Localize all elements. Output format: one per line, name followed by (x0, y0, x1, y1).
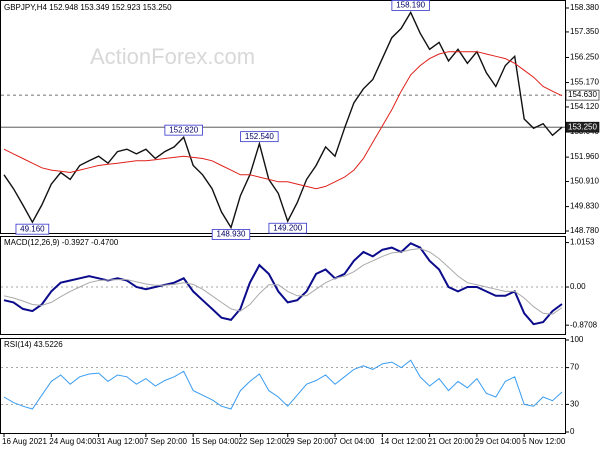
annotation-box (15, 223, 50, 235)
annotation-box (164, 124, 203, 136)
series-line (3, 10, 563, 230)
x-tick-label: 5 Nov 12:00 (522, 437, 566, 446)
x-tick-label: 16 Aug 2021 (2, 437, 47, 446)
y-tick-label: 148.780 (570, 226, 599, 235)
annotation-box (211, 229, 251, 240)
y-tick-label: 154.120 (570, 102, 599, 111)
y-tick-label: 1.0153 (570, 238, 595, 247)
watermark: ActionForex.com (90, 44, 255, 69)
price-label: 153.250 (568, 122, 597, 131)
annotation: 148.930 (217, 230, 246, 239)
series-line (3, 242, 563, 326)
y-tick-label: 158.380 (570, 3, 599, 12)
y-tick-label: 151.960 (570, 152, 599, 161)
y-tick-label: 70 (570, 363, 579, 372)
price-title: GBPJPY,H4 152.948 153.349 152.923 153.25… (4, 3, 172, 12)
y-tick-label: 0.00 (570, 282, 586, 291)
price-label-box (565, 89, 600, 101)
annotation: 158.190 (396, 1, 425, 10)
x-tick-label: 29 Oct 04:00 (475, 437, 521, 446)
x-tick-label: 21 Oct 20:00 (428, 437, 474, 446)
y-tick-label: 157.350 (570, 27, 599, 36)
rsi-panel (0, 338, 566, 434)
series-line (3, 359, 563, 410)
series-line (3, 247, 563, 315)
annotation-box (391, 0, 430, 11)
y-tick-label: 100 (570, 335, 584, 344)
annotation: 149.200 (273, 223, 302, 232)
price-label-box (565, 121, 600, 133)
price-label: 154.630 (568, 90, 597, 99)
rsi-title: RSI(14) 43.5226 (4, 340, 63, 349)
y-tick-label: 0 (570, 427, 575, 436)
macd-panel (0, 236, 566, 335)
annotation: 49.160 (20, 224, 45, 233)
x-tick-label: 15 Sep 04:00 (191, 437, 239, 446)
series-line (3, 51, 563, 190)
x-tick-label: 7 Oct 04:00 (333, 437, 375, 446)
x-tick-label: 31 Aug 12:00 (97, 437, 145, 446)
y-tick-label: 155.170 (570, 78, 599, 87)
x-tick-label: 29 Sep 20:00 (286, 437, 334, 446)
annotation: 152.820 (169, 125, 198, 134)
x-tick-label: 24 Aug 04:00 (49, 437, 97, 446)
y-tick-label: 150.910 (570, 177, 599, 186)
macd-title: MACD(12,26,9) -0.3927 -0.4700 (4, 238, 119, 247)
y-tick-label: 30 (570, 400, 579, 409)
y-tick-label: -0.8708 (570, 320, 598, 329)
y-tick-label: 149.830 (570, 202, 599, 211)
annotation: 152.540 (245, 132, 274, 141)
x-tick-label: 7 Sep 20:00 (144, 437, 188, 446)
x-tick-label: 14 Oct 12:00 (380, 437, 426, 446)
annotation-box (240, 131, 279, 143)
y-tick-label: 156.250 (570, 53, 599, 62)
annotation-box (268, 222, 307, 234)
x-tick-label: 22 Sep 12:00 (238, 437, 286, 446)
